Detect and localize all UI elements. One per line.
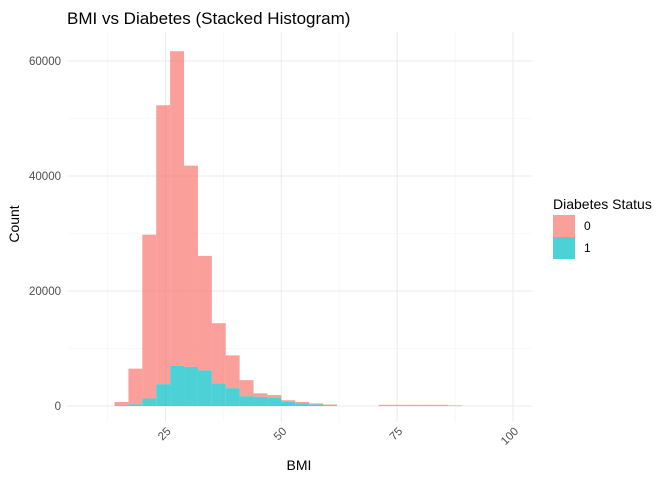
histogram-bar-status-1 bbox=[225, 388, 240, 406]
histogram-bar-status-0 bbox=[281, 400, 296, 402]
y-tick-label: 20000 bbox=[29, 286, 61, 298]
y-tick-label: 40000 bbox=[29, 171, 61, 183]
legend-key-1 bbox=[553, 237, 575, 259]
chart-title: BMI vs Diabetes (Stacked Histogram) bbox=[67, 9, 350, 28]
y-tick-label: 60000 bbox=[29, 56, 61, 68]
histogram-bar-status-1 bbox=[267, 397, 282, 406]
histogram-bar-status-0 bbox=[253, 393, 268, 397]
x-tick-label: 25 bbox=[156, 426, 174, 444]
legend: Diabetes Status 0 1 bbox=[553, 196, 652, 259]
histogram-bar-status-0 bbox=[170, 51, 185, 366]
y-axis-ticks: 0 20000 40000 60000 bbox=[29, 56, 61, 413]
x-tick-label: 100 bbox=[499, 426, 521, 448]
histogram-bar-status-1 bbox=[253, 396, 268, 406]
legend-label-1: 1 bbox=[584, 241, 591, 255]
histogram-bar-status-0 bbox=[211, 323, 226, 384]
histogram-bar-status-1 bbox=[211, 383, 226, 406]
histogram-bar-status-0 bbox=[392, 404, 407, 406]
histogram-bar-status-0 bbox=[267, 395, 282, 398]
histogram-bar-status-0 bbox=[448, 405, 463, 407]
legend-key-0 bbox=[553, 215, 575, 237]
histogram-bar-status-0 bbox=[184, 165, 198, 367]
histogram-bar-status-0 bbox=[225, 355, 240, 389]
histogram-bar-status-1 bbox=[309, 404, 324, 406]
histogram-bar-status-1 bbox=[323, 405, 337, 406]
histogram-bar-status-1 bbox=[295, 403, 310, 406]
grid bbox=[67, 32, 532, 422]
histogram-bar-status-1 bbox=[170, 365, 185, 406]
histogram-bar-status-0 bbox=[142, 234, 157, 399]
histogram-bar-status-1 bbox=[114, 405, 129, 407]
histogram-bar-status-0 bbox=[309, 403, 324, 405]
legend-label-0: 0 bbox=[584, 219, 591, 233]
histogram-bar-status-0 bbox=[197, 255, 212, 371]
x-axis-ticks: 25 50 75 100 bbox=[156, 426, 521, 448]
histogram-bar-status-0 bbox=[406, 404, 421, 406]
histogram-bar-status-0 bbox=[239, 380, 254, 397]
x-tick-label: 50 bbox=[272, 426, 290, 444]
histogram-bar-status-0 bbox=[323, 404, 337, 406]
histogram-bar-status-0 bbox=[156, 105, 171, 385]
y-tick-label: 0 bbox=[55, 401, 61, 413]
histogram-bar-status-0 bbox=[420, 404, 435, 406]
y-axis-title: Count bbox=[6, 205, 22, 242]
histogram-bar-status-0 bbox=[128, 368, 143, 405]
x-axis-title: BMI bbox=[287, 457, 312, 473]
histogram-bar-status-1 bbox=[184, 366, 198, 406]
histogram-bars bbox=[114, 51, 463, 407]
histogram-bar-status-1 bbox=[197, 370, 212, 406]
x-tick-label: 75 bbox=[388, 426, 406, 444]
legend-title: Diabetes Status bbox=[553, 196, 652, 212]
histogram-bar-status-1 bbox=[128, 404, 143, 406]
histogram-bar-status-1 bbox=[239, 396, 254, 406]
histogram-bar-status-0 bbox=[434, 404, 449, 406]
histogram-bar-status-1 bbox=[281, 401, 296, 406]
histogram-bar-status-1 bbox=[142, 398, 157, 406]
histogram-bar-status-0 bbox=[114, 401, 129, 406]
histogram-bar-status-0 bbox=[295, 401, 310, 404]
histogram-bar-status-1 bbox=[156, 384, 171, 406]
histogram-bar-status-0 bbox=[378, 404, 393, 406]
